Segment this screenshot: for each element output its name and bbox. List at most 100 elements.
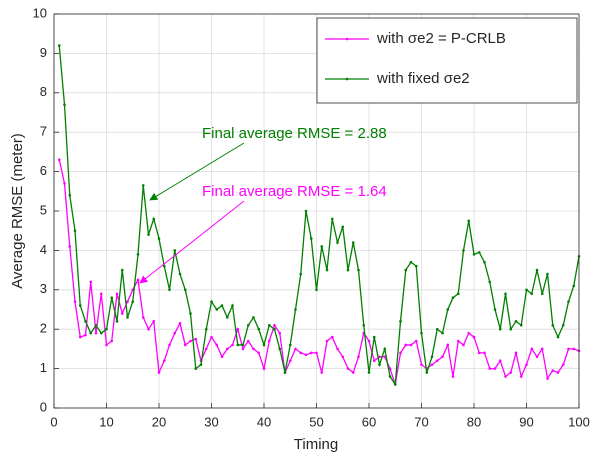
point (262, 367, 266, 370)
point (546, 377, 549, 380)
point (84, 320, 87, 323)
y-tick-label: 9 (40, 45, 47, 60)
point (304, 353, 308, 357)
point (231, 304, 234, 307)
y-tick-label: 6 (40, 163, 47, 178)
point (94, 323, 98, 327)
legend-box (316, 17, 578, 104)
point (78, 335, 82, 339)
point (147, 233, 150, 236)
point (210, 335, 213, 339)
annotation: Final average RMSE = 1.64 (202, 183, 387, 200)
point (309, 237, 313, 240)
x-axis-label: Timing (294, 436, 338, 453)
point (378, 363, 381, 366)
point (451, 375, 455, 378)
point (120, 312, 124, 315)
point (115, 292, 119, 296)
point (498, 327, 502, 331)
point (252, 347, 255, 351)
point (189, 312, 192, 315)
point (299, 351, 303, 355)
point (420, 363, 423, 366)
point (267, 339, 271, 343)
x-tick-label: 60 (362, 414, 376, 429)
point (183, 343, 187, 347)
point (446, 343, 450, 347)
point (341, 355, 345, 359)
point (346, 268, 350, 272)
point (399, 351, 402, 355)
legend-label: with fixed σe2 (376, 70, 470, 87)
point (299, 272, 303, 276)
point (236, 327, 240, 331)
point (551, 323, 555, 327)
x-tick-label: 20 (152, 414, 166, 429)
point (257, 351, 261, 355)
legend-marker (345, 77, 349, 81)
point (509, 327, 513, 331)
point (294, 308, 297, 311)
point (420, 331, 423, 335)
point (89, 331, 93, 335)
point (294, 347, 297, 351)
point (362, 323, 366, 327)
point (194, 337, 198, 341)
point (162, 264, 166, 268)
x-tick-label: 70 (414, 414, 428, 429)
point (388, 375, 392, 378)
point (399, 320, 402, 323)
y-axis-label: Average RMSE (meter) (9, 133, 26, 289)
point (414, 264, 418, 268)
point (288, 359, 292, 363)
point (68, 193, 72, 197)
point (78, 304, 82, 307)
point (194, 367, 198, 370)
point (110, 296, 114, 299)
point (152, 217, 156, 221)
y-tick-label: 4 (40, 242, 47, 257)
point (57, 44, 61, 47)
point (288, 343, 292, 347)
point (430, 355, 434, 359)
point (315, 351, 318, 355)
point (504, 375, 507, 378)
point (141, 184, 145, 187)
x-tick-label: 40 (257, 414, 271, 429)
point (141, 316, 145, 319)
point (441, 331, 444, 335)
x-tick-label: 0 (50, 414, 57, 429)
point (273, 327, 276, 331)
point (136, 278, 140, 282)
legend-marker (345, 37, 349, 41)
point (225, 347, 229, 351)
point (267, 323, 271, 327)
point (483, 351, 486, 355)
point (126, 300, 129, 303)
point (204, 327, 208, 331)
point (346, 367, 350, 370)
x-tick-label: 90 (519, 414, 533, 429)
x-tick-label: 30 (204, 414, 218, 429)
point (546, 272, 549, 276)
point (504, 292, 507, 296)
point (509, 371, 513, 374)
point (556, 335, 560, 339)
point (472, 335, 476, 339)
point (325, 339, 329, 343)
y-tick-label: 8 (40, 84, 47, 99)
legend-label: with σe2 = P-CRLB (376, 30, 506, 47)
y-tick-label: 10 (33, 5, 47, 20)
point (336, 347, 339, 351)
x-tick-label: 80 (467, 414, 481, 429)
x-tick-label: 50 (309, 414, 323, 429)
point (551, 369, 555, 372)
point (378, 355, 381, 359)
point (173, 249, 177, 252)
point (320, 245, 324, 248)
point (120, 268, 124, 272)
point (414, 339, 418, 343)
point (477, 251, 481, 254)
point (173, 331, 177, 335)
